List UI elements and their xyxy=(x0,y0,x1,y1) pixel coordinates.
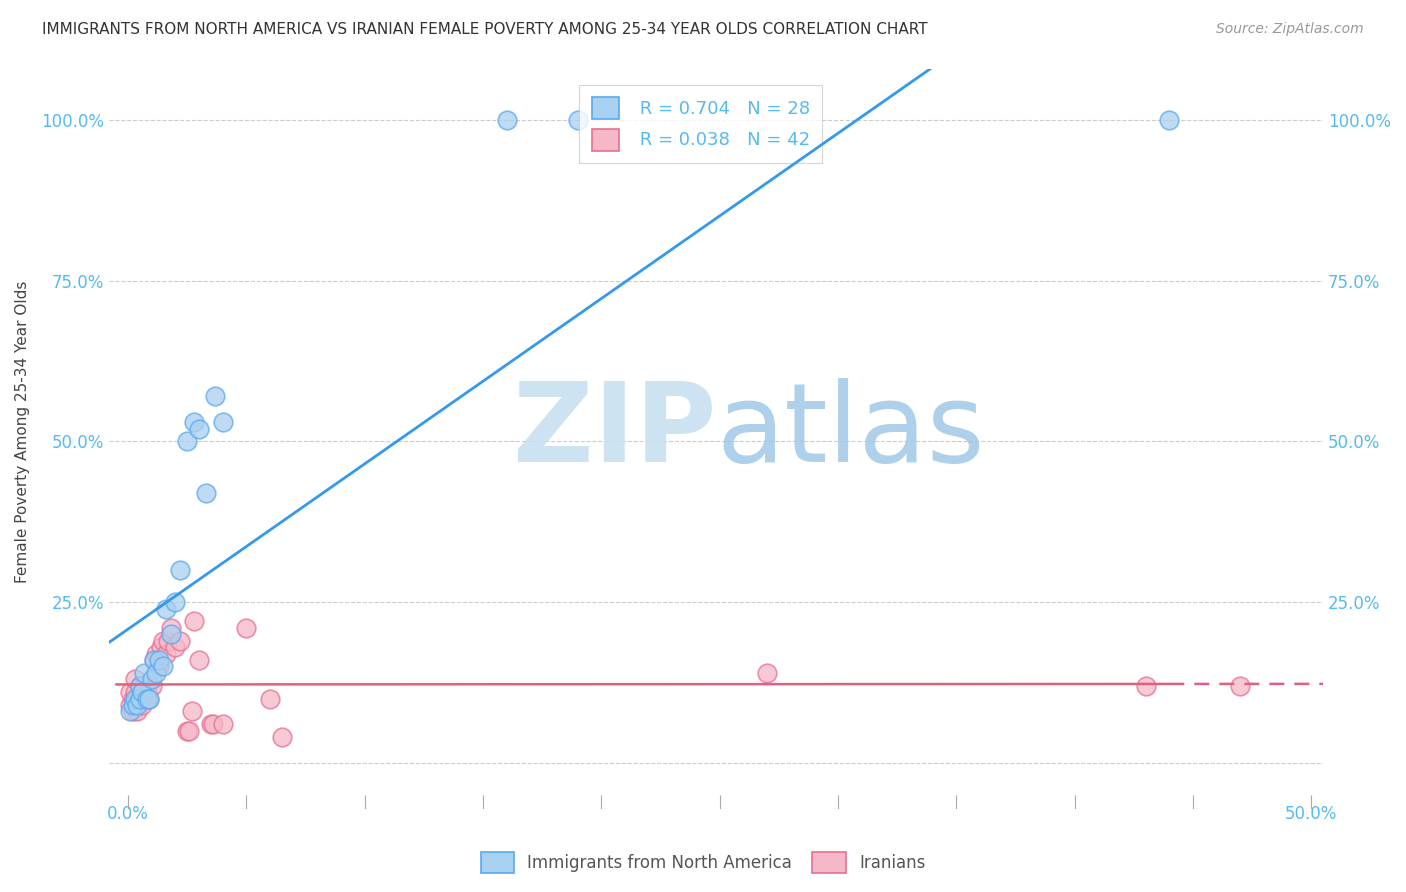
Point xyxy=(169,633,191,648)
Point xyxy=(142,653,165,667)
Point xyxy=(120,705,142,719)
Point xyxy=(259,691,281,706)
Point xyxy=(127,698,149,712)
Point xyxy=(127,691,149,706)
Point xyxy=(211,717,233,731)
Point xyxy=(145,647,167,661)
Point xyxy=(157,633,180,648)
Point xyxy=(121,705,143,719)
Point xyxy=(495,112,517,127)
Point xyxy=(176,434,198,449)
Point xyxy=(128,685,150,699)
Y-axis label: Female Poverty Among 25-34 Year Olds: Female Poverty Among 25-34 Year Olds xyxy=(15,281,30,583)
Point xyxy=(176,723,198,738)
Point xyxy=(138,691,160,706)
Point xyxy=(131,685,153,699)
Text: Source: ZipAtlas.com: Source: ZipAtlas.com xyxy=(1216,22,1364,37)
Point xyxy=(270,730,292,744)
Point xyxy=(131,685,153,699)
Point xyxy=(135,685,157,699)
Point xyxy=(142,653,165,667)
Point xyxy=(155,647,177,661)
Point xyxy=(135,691,157,706)
Point xyxy=(187,421,209,435)
Point xyxy=(183,615,205,629)
Point xyxy=(134,665,156,680)
Point xyxy=(1229,679,1251,693)
Point xyxy=(120,685,142,699)
Point xyxy=(187,653,209,667)
Legend:  R = 0.704   N = 28,  R = 0.038   N = 42: R = 0.704 N = 28, R = 0.038 N = 42 xyxy=(579,85,823,163)
Point xyxy=(152,659,174,673)
Point xyxy=(121,691,143,706)
Point xyxy=(202,717,225,731)
Point xyxy=(180,705,202,719)
Point xyxy=(165,595,187,609)
Point xyxy=(128,679,150,693)
Point xyxy=(235,621,257,635)
Point xyxy=(150,640,173,655)
Text: ZIP: ZIP xyxy=(513,378,716,485)
Point xyxy=(124,673,146,687)
Point xyxy=(124,685,146,699)
Point xyxy=(134,691,156,706)
Point xyxy=(141,679,163,693)
Point xyxy=(159,621,181,635)
Point xyxy=(127,705,149,719)
Point xyxy=(204,389,226,403)
Point xyxy=(195,486,218,500)
Point xyxy=(120,698,142,712)
Point xyxy=(169,563,191,577)
Legend: Immigrants from North America, Iranians: Immigrants from North America, Iranians xyxy=(474,846,932,880)
Point xyxy=(200,717,222,731)
Point xyxy=(145,665,167,680)
Point xyxy=(131,698,153,712)
Point xyxy=(1135,679,1157,693)
Text: IMMIGRANTS FROM NORTH AMERICA VS IRANIAN FEMALE POVERTY AMONG 25-34 YEAR OLDS CO: IMMIGRANTS FROM NORTH AMERICA VS IRANIAN… xyxy=(42,22,928,37)
Point xyxy=(148,659,170,673)
Point xyxy=(183,415,205,429)
Point xyxy=(121,698,143,712)
Point xyxy=(755,665,778,680)
Point xyxy=(152,633,174,648)
Point xyxy=(155,601,177,615)
Point xyxy=(1159,112,1181,127)
Point xyxy=(141,673,163,687)
Point xyxy=(138,691,160,706)
Point xyxy=(128,679,150,693)
Point xyxy=(165,640,187,655)
Point xyxy=(124,698,146,712)
Point xyxy=(179,723,201,738)
Point xyxy=(211,415,233,429)
Point xyxy=(567,112,589,127)
Point xyxy=(148,653,170,667)
Text: atlas: atlas xyxy=(716,378,984,485)
Point xyxy=(124,691,146,706)
Point xyxy=(134,679,156,693)
Point xyxy=(159,627,181,641)
Point xyxy=(128,691,150,706)
